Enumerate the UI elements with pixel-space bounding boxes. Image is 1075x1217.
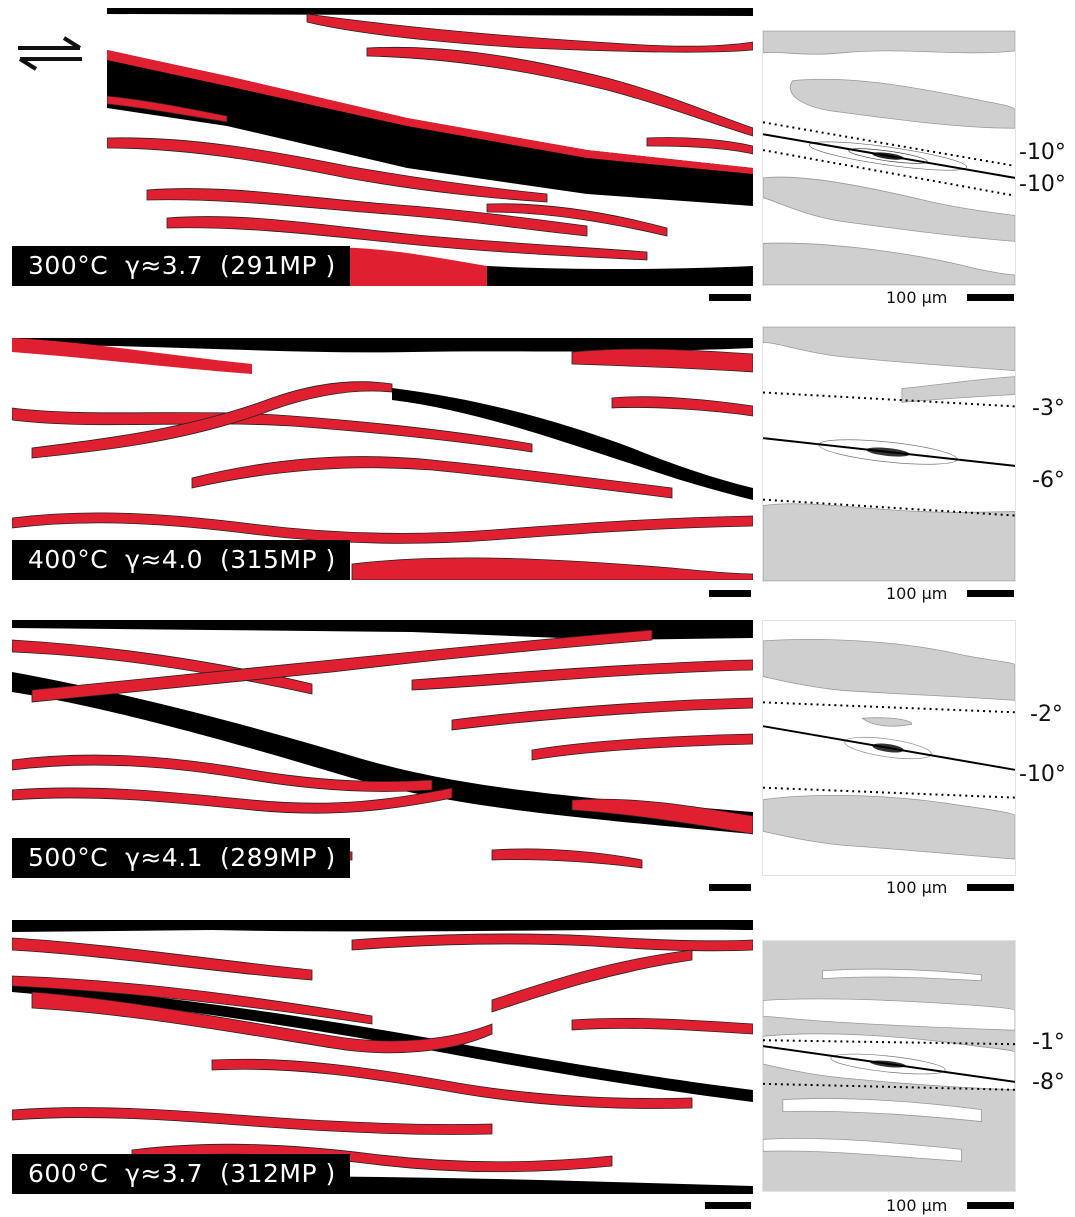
angle-top: -3° xyxy=(1032,396,1065,421)
autocorrelation-panel-1 xyxy=(762,30,1016,286)
scale-bar xyxy=(709,590,751,597)
panel-label: 500°C γ≈4.1 (289MP ) xyxy=(12,838,350,878)
angle-top: -10° xyxy=(1019,140,1066,165)
scale-bar xyxy=(967,884,1014,891)
autocorrelation-panel-2 xyxy=(762,326,1016,582)
scale-bar xyxy=(709,884,751,891)
autocorrelation-panel-3 xyxy=(762,620,1016,876)
scale-bar xyxy=(705,1202,751,1209)
micrograph-panel-1 xyxy=(107,8,753,286)
autocorrelation-panel-4 xyxy=(762,940,1016,1192)
scale-bar xyxy=(967,294,1014,301)
micrograph-panel-3 xyxy=(12,620,753,876)
scale-bar xyxy=(967,590,1014,597)
scale-bar xyxy=(967,1202,1014,1209)
scale-text: 100 µm xyxy=(886,584,948,603)
angle-bottom: -6° xyxy=(1032,468,1065,493)
angle-bottom: -10° xyxy=(1019,762,1066,787)
scale-text: 100 µm xyxy=(886,288,948,307)
micrograph-panel-2 xyxy=(12,338,753,580)
shear-sense-icon xyxy=(14,32,86,74)
panel-label: 300°C γ≈3.7 (291MP ) xyxy=(12,246,350,286)
scale-bar xyxy=(709,294,751,301)
scale-text: 100 µm xyxy=(886,878,948,897)
panel-label: 400°C γ≈4.0 (315MP ) xyxy=(12,540,350,580)
angle-top: -1° xyxy=(1032,1030,1065,1055)
angle-bottom: -10° xyxy=(1019,172,1066,197)
scale-text: 100 µm xyxy=(886,1196,948,1215)
angle-top: -2° xyxy=(1030,702,1063,727)
angle-bottom: -8° xyxy=(1032,1070,1065,1095)
micrograph-panel-4 xyxy=(12,920,753,1194)
panel-label: 600°C γ≈3.7 (312MP ) xyxy=(12,1154,350,1194)
